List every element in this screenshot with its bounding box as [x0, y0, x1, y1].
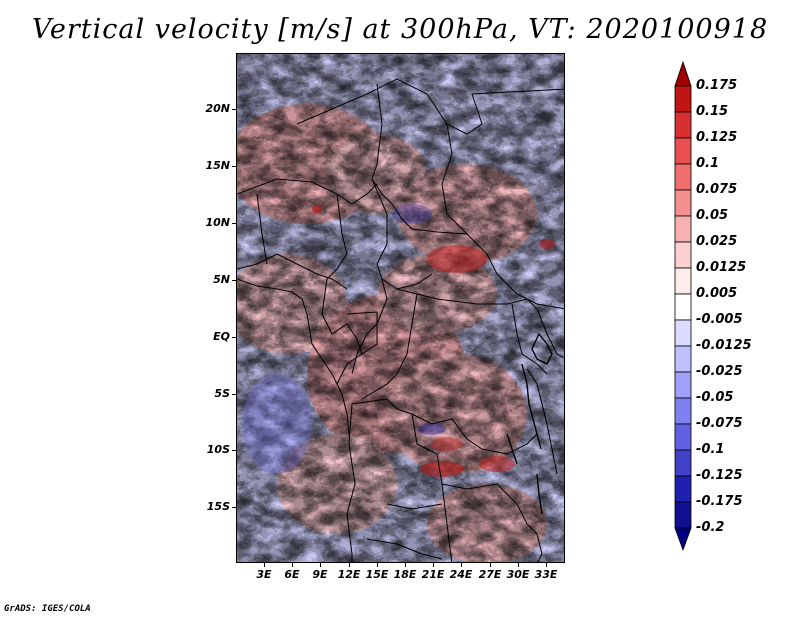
- lon-label: 18E: [393, 568, 417, 581]
- colorbar-box: [674, 345, 692, 373]
- lon-tick: [405, 563, 406, 567]
- lon-tick: [433, 563, 434, 567]
- colorbar-arrow-top: [674, 60, 692, 87]
- colorbar-tick-label: 0.05: [696, 208, 729, 223]
- lon-label: 12E: [337, 568, 361, 581]
- colorbar-tick-label: -0.175: [696, 494, 743, 509]
- colorbar-tick-label: -0.05: [696, 390, 734, 405]
- colorbar-tick-label: 0.125: [696, 130, 738, 145]
- chart-title: Vertical velocity [m/s] at 300hPa, VT: 2…: [31, 14, 769, 45]
- colorbar-box: [674, 215, 692, 243]
- lat-label: 5S: [214, 387, 230, 400]
- lon-tick: [292, 563, 293, 567]
- lon-label: 30E: [506, 568, 530, 581]
- lat-tick: [232, 166, 236, 167]
- colorbar-box: [674, 397, 692, 425]
- colorbar-box: [674, 423, 692, 451]
- lat-tick: [232, 507, 236, 508]
- lat-label: 15S: [206, 500, 230, 513]
- lat-label: 20N: [205, 102, 230, 115]
- colorbar-arrow-bottom: [674, 527, 692, 552]
- lat-label: 10N: [205, 216, 230, 229]
- colorbar-tick-label: -0.075: [696, 416, 743, 431]
- country-borders: [237, 78, 564, 562]
- coastline: [237, 278, 350, 435]
- lat-tick: [232, 394, 236, 395]
- lon-label: 21E: [421, 568, 445, 581]
- strong-downdraft-cores: [242, 204, 446, 474]
- colorbar-tick-label: 0.075: [696, 182, 738, 197]
- grads-credit: GrADS: IGES/COLA: [4, 604, 91, 614]
- colorbar-boxes: [674, 60, 692, 552]
- lon-label: 6E: [284, 568, 300, 581]
- colorbar-tick-label: -0.2: [696, 520, 725, 535]
- colorbar-tick-label: -0.025: [696, 364, 743, 379]
- lon-tick: [546, 563, 547, 567]
- colorbar-box: [674, 241, 692, 269]
- colorbar-tick-label: 0.175: [696, 78, 738, 93]
- lon-label: 15E: [365, 568, 389, 581]
- colorbar-box: [674, 449, 692, 477]
- colorbar-tick-label: 0.025: [696, 234, 738, 249]
- colorbar-tick-label: 0.0125: [696, 260, 747, 275]
- lat-label: 5N: [213, 273, 230, 286]
- lon-tick: [320, 563, 321, 567]
- lon-label: 27E: [478, 568, 502, 581]
- colorbar-tick-label: -0.125: [696, 468, 743, 483]
- lon-label: 24E: [449, 568, 473, 581]
- colorbar-box: [674, 501, 692, 529]
- lon-tick: [461, 563, 462, 567]
- lon-tick: [349, 563, 350, 567]
- colorbar-box: [674, 475, 692, 503]
- lon-tick: [518, 563, 519, 567]
- colorbar-tick-label: 0.15: [696, 104, 729, 119]
- lat-tick: [232, 223, 236, 224]
- lat-label: 15N: [205, 159, 230, 172]
- colorbar-box: [674, 111, 692, 139]
- colorbar-box: [674, 163, 692, 191]
- texture-red: [237, 54, 564, 562]
- colorbar-box: [674, 293, 692, 321]
- map-canvas: [237, 54, 564, 562]
- lakes: [506, 332, 553, 515]
- lat-label: EQ: [213, 330, 230, 343]
- colorbar-box: [674, 267, 692, 295]
- colorbar: [674, 60, 692, 552]
- colorbar-tick-label: -0.005: [696, 312, 743, 327]
- colorbar-box: [674, 319, 692, 347]
- lon-label: 9E: [312, 568, 328, 581]
- lon-tick: [490, 563, 491, 567]
- lat-tick: [232, 280, 236, 281]
- colorbar-tick-label: 0.1: [696, 156, 720, 171]
- colorbar-tick-label: 0.005: [696, 286, 738, 301]
- colorbar-box: [674, 189, 692, 217]
- colorbar-box: [674, 137, 692, 165]
- lat-label: 10S: [206, 443, 230, 456]
- lon-label: 3E: [256, 568, 272, 581]
- lat-tick: [232, 337, 236, 338]
- vertical-velocity-map: [236, 53, 565, 563]
- lat-tick: [232, 109, 236, 110]
- lon-label: 33E: [534, 568, 558, 581]
- colorbar-tick-label: -0.0125: [696, 338, 752, 353]
- lon-tick: [377, 563, 378, 567]
- strong-updraft-cores: [312, 205, 555, 477]
- lon-tick: [264, 563, 265, 567]
- colorbar-box: [674, 85, 692, 113]
- colorbar-box: [674, 371, 692, 399]
- lat-tick: [232, 450, 236, 451]
- colorbar-tick-label: -0.1: [696, 442, 725, 457]
